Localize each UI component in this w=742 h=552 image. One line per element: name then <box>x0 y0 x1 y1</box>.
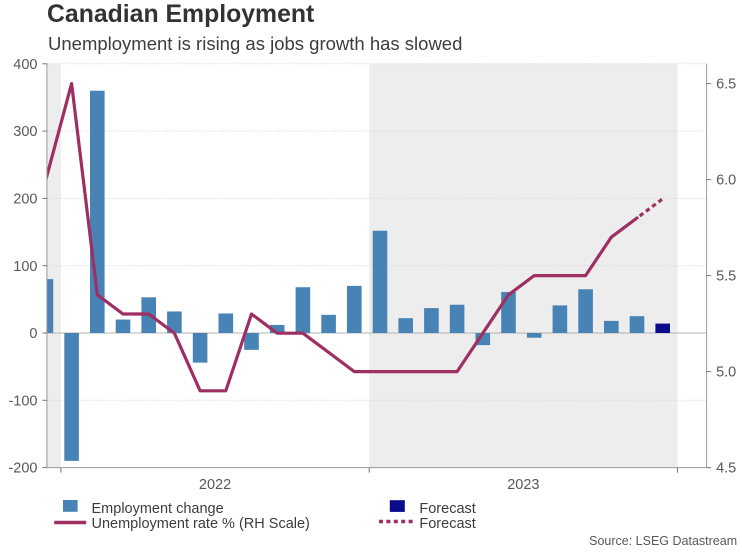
bar-employment-nov-2022 <box>321 314 336 333</box>
bar-employment-may-2022 <box>167 311 182 333</box>
bar-employment-apr-2023 <box>449 304 465 333</box>
right-axis-label-6.0: 6.0 <box>716 173 736 189</box>
left-axis-label--100: -100 <box>8 393 37 409</box>
legend-label-unemployment-rate: Unemployment rate % (RH Scale) <box>91 515 310 532</box>
left-axis-label-300: 300 <box>13 124 37 140</box>
legend-swatch-forecast-bar <box>389 500 405 512</box>
bar-forecast-dec-2023 <box>655 323 670 333</box>
chart-title: Canadian Employment <box>47 0 315 28</box>
left-axis-label-0: 0 <box>29 326 37 342</box>
right-axis-label-6.5: 6.5 <box>716 77 736 93</box>
left-axis-label-400: 400 <box>13 57 37 73</box>
bar-employment-mar-2022 <box>115 319 131 333</box>
legend-label-forecast-bar: Forecast <box>419 500 476 517</box>
bar-employment-sep-2022 <box>269 324 285 333</box>
bar-employment-jun-2023 <box>501 291 516 333</box>
bar-employment-jan-2023 <box>372 230 388 333</box>
right-axis-label-5.0: 5.0 <box>716 365 736 381</box>
bar-employment-mar-2023 <box>424 308 439 333</box>
bar-employment-oct-2023 <box>604 320 619 333</box>
bar-employment-jul-2023 <box>526 333 542 338</box>
unemployment-forecast-line <box>636 197 664 220</box>
unemployment-rate-line <box>46 81 639 393</box>
bar-employment-jan-2022 <box>64 333 79 461</box>
year-label-2022: 2022 <box>199 477 231 493</box>
bar-employment-feb-2023 <box>398 318 413 333</box>
right-axis-label-5.5: 5.5 <box>716 269 736 285</box>
legend-label-forecast-line: Forecast <box>419 515 476 532</box>
legend-swatch-employment-change <box>63 500 78 512</box>
bar-employment-nov-2023 <box>629 316 645 333</box>
bar-employment-sep-2023 <box>578 289 593 333</box>
bar-employment-dec-2022 <box>347 285 362 333</box>
bar-employment-jul-2022 <box>218 313 234 333</box>
right-axis-label-4.5: 4.5 <box>716 461 736 477</box>
bar-employment-aug-2023 <box>552 305 568 333</box>
chart-subtitle: Unemployment is rising as jobs growth ha… <box>48 32 463 54</box>
bar-employment-oct-2022 <box>295 287 311 333</box>
source-note: Source: LSEG Datastream <box>589 534 738 549</box>
legend-label-employment-change: Employment change <box>91 500 224 517</box>
year-label-2023: 2023 <box>507 477 539 493</box>
left-axis-label-100: 100 <box>13 259 37 275</box>
bar-employment-dec-2021 <box>46 279 54 333</box>
bar-employment-jun-2022 <box>192 333 208 363</box>
left-axis-label--200: -200 <box>8 461 37 477</box>
left-axis-label-200: 200 <box>13 191 37 207</box>
bar-employment-aug-2022 <box>244 333 259 350</box>
